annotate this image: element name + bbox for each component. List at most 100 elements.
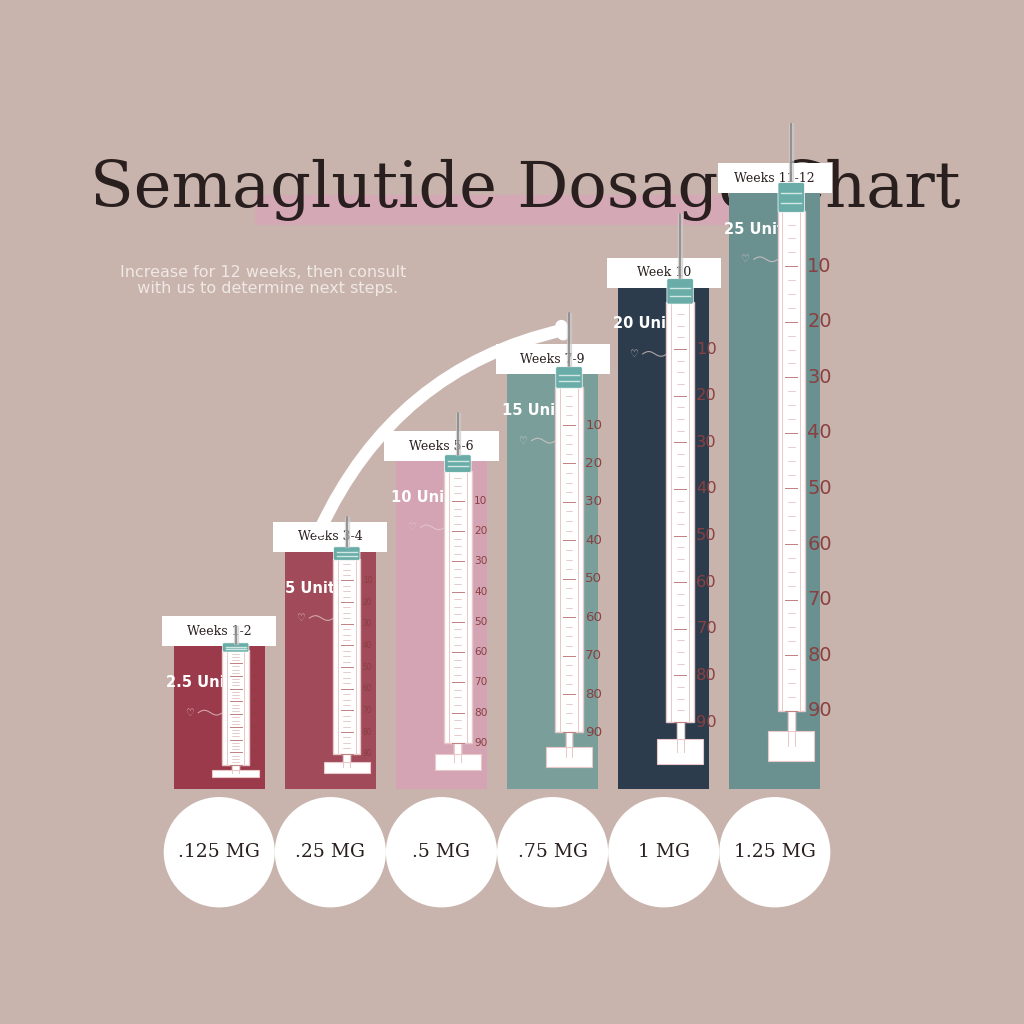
Text: 10: 10: [474, 496, 487, 506]
Bar: [384, 431, 499, 461]
Text: 20: 20: [474, 526, 487, 537]
Text: 90: 90: [585, 726, 602, 739]
FancyBboxPatch shape: [667, 279, 693, 304]
Text: .75 MG: .75 MG: [517, 843, 588, 861]
Text: Weeks 1-2: Weeks 1-2: [187, 625, 252, 638]
Circle shape: [386, 797, 497, 907]
Text: 90: 90: [252, 763, 257, 767]
Bar: [768, 731, 814, 761]
Text: Weeks 7-9: Weeks 7-9: [520, 353, 585, 366]
Text: 10: 10: [585, 419, 602, 431]
Text: Week 10: Week 10: [637, 266, 691, 280]
Bar: [667, 302, 694, 722]
Text: 40: 40: [585, 534, 602, 547]
Text: 70: 70: [585, 649, 602, 663]
Text: 40: 40: [362, 641, 373, 650]
Bar: [656, 739, 703, 764]
Text: 50: 50: [585, 572, 602, 586]
Text: Increase for 12 weeks, then consult: Increase for 12 weeks, then consult: [120, 265, 407, 281]
FancyBboxPatch shape: [255, 196, 795, 225]
Text: 90: 90: [362, 750, 373, 758]
Text: 50: 50: [696, 528, 717, 543]
Text: 40: 40: [474, 587, 487, 597]
Circle shape: [497, 797, 608, 907]
Text: 20: 20: [585, 457, 602, 470]
Circle shape: [719, 797, 830, 907]
Bar: [222, 650, 250, 765]
Text: 10 Units: 10 Units: [390, 489, 460, 505]
Text: 5 Units: 5 Units: [285, 581, 343, 596]
Text: 40: 40: [252, 699, 257, 703]
Text: 70: 70: [696, 622, 717, 636]
Bar: [212, 770, 259, 776]
Text: 80: 80: [585, 687, 602, 700]
Text: 2.5 Units: 2.5 Units: [166, 675, 240, 690]
Text: 30: 30: [362, 620, 373, 628]
Circle shape: [164, 797, 274, 907]
Polygon shape: [343, 754, 350, 768]
Text: 30: 30: [252, 687, 257, 690]
Text: 1 MG: 1 MG: [638, 843, 690, 861]
Bar: [546, 746, 592, 767]
Text: Weeks 5-6: Weeks 5-6: [410, 439, 474, 453]
Text: 70: 70: [807, 590, 831, 609]
Bar: [507, 359, 598, 790]
Bar: [174, 632, 265, 790]
Text: 20: 20: [696, 388, 717, 403]
Text: 50: 50: [362, 663, 373, 672]
Text: 80: 80: [252, 751, 257, 755]
Text: ♡: ♡: [296, 613, 304, 623]
Text: 10: 10: [362, 575, 373, 585]
Bar: [434, 754, 481, 770]
Text: .25 MG: .25 MG: [295, 843, 366, 861]
Text: 1.25 MG: 1.25 MG: [734, 843, 816, 861]
Bar: [162, 616, 276, 646]
Text: 10: 10: [807, 257, 831, 275]
Polygon shape: [565, 732, 572, 757]
Text: ♡: ♡: [518, 435, 526, 445]
Polygon shape: [787, 711, 795, 745]
Text: 20: 20: [807, 312, 831, 332]
Text: 70: 70: [474, 678, 487, 687]
Text: 60: 60: [807, 535, 831, 554]
Text: 50: 50: [252, 712, 257, 716]
Text: .125 MG: .125 MG: [178, 843, 260, 861]
Text: with us to determine next steps.: with us to determine next steps.: [127, 281, 398, 296]
Bar: [606, 258, 721, 288]
Text: 30: 30: [474, 556, 487, 566]
Text: ♡: ♡: [184, 708, 194, 718]
Bar: [273, 522, 387, 552]
Bar: [396, 446, 487, 790]
Text: 80: 80: [362, 728, 373, 736]
Polygon shape: [677, 722, 684, 752]
Text: 30: 30: [807, 368, 831, 387]
Bar: [333, 559, 360, 754]
Text: ♡: ♡: [740, 254, 749, 264]
Text: 15 Units: 15 Units: [502, 403, 570, 418]
Text: 40: 40: [696, 481, 717, 497]
Bar: [777, 211, 805, 711]
Polygon shape: [455, 742, 462, 762]
Text: 30: 30: [696, 435, 717, 450]
Text: 40: 40: [807, 423, 831, 442]
Bar: [718, 163, 831, 194]
Bar: [555, 387, 583, 732]
Bar: [324, 762, 370, 773]
Text: 60: 60: [585, 610, 602, 624]
Text: .5 MG: .5 MG: [413, 843, 470, 861]
Text: 70: 70: [362, 706, 373, 715]
FancyBboxPatch shape: [222, 643, 249, 652]
FancyBboxPatch shape: [556, 367, 583, 388]
Text: 10: 10: [696, 342, 717, 356]
Text: 20: 20: [252, 674, 257, 678]
Text: Weeks 11-12: Weeks 11-12: [734, 172, 815, 184]
Text: 80: 80: [696, 668, 717, 683]
Polygon shape: [232, 765, 240, 773]
Text: 70: 70: [252, 737, 257, 741]
Text: 50: 50: [807, 479, 831, 498]
Circle shape: [608, 797, 719, 907]
Text: 10: 10: [252, 662, 257, 666]
Text: 80: 80: [807, 645, 831, 665]
Text: 90: 90: [696, 715, 717, 729]
Bar: [496, 344, 609, 375]
